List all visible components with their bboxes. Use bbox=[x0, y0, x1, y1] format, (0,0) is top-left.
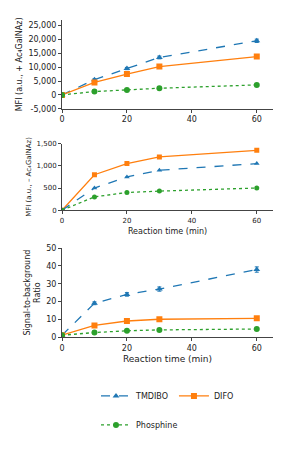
svg-text:40: 40 bbox=[187, 217, 196, 225]
svg-text:0: 0 bbox=[60, 217, 64, 225]
svg-text:1,000: 1,000 bbox=[37, 162, 57, 170]
svg-text:Signal-to-backgroundRatio: Signal-to-backgroundRatio bbox=[23, 250, 42, 336]
svg-text:Reaction time (min): Reaction time (min) bbox=[123, 354, 212, 364]
svg-text:20: 20 bbox=[122, 217, 131, 225]
svg-text:-5,000: -5,000 bbox=[31, 105, 57, 114]
svg-text:10,000: 10,000 bbox=[28, 63, 56, 72]
svg-text:40: 40 bbox=[187, 344, 197, 353]
svg-text:Reaction time (min): Reaction time (min) bbox=[128, 227, 207, 236]
svg-text:0: 0 bbox=[52, 207, 56, 215]
svg-text:1,500: 1,500 bbox=[37, 140, 57, 148]
svg-text:25,000: 25,000 bbox=[28, 21, 56, 30]
svg-text:0: 0 bbox=[59, 115, 64, 124]
svg-text:20: 20 bbox=[122, 115, 132, 124]
svg-text:DIFO: DIFO bbox=[214, 392, 233, 401]
svg-text:MFI (a.u., + Ac₄GalNAz): MFI (a.u., + Ac₄GalNAz) bbox=[15, 17, 24, 111]
svg-text:20: 20 bbox=[46, 297, 56, 306]
svg-text:20,000: 20,000 bbox=[28, 35, 56, 44]
svg-text:15,000: 15,000 bbox=[28, 49, 56, 58]
svg-text:500: 500 bbox=[43, 184, 56, 192]
svg-text:30: 30 bbox=[46, 280, 56, 289]
svg-text:0: 0 bbox=[51, 91, 56, 100]
svg-text:60: 60 bbox=[252, 344, 262, 353]
svg-text:TMDIBO: TMDIBO bbox=[135, 392, 168, 401]
svg-text:0: 0 bbox=[59, 344, 64, 353]
svg-text:20: 20 bbox=[122, 344, 132, 353]
svg-text:50: 50 bbox=[46, 244, 56, 253]
svg-text:10: 10 bbox=[46, 315, 56, 324]
svg-text:0: 0 bbox=[51, 333, 56, 342]
svg-text:40: 40 bbox=[187, 115, 197, 124]
svg-text:60: 60 bbox=[252, 115, 262, 124]
svg-text:60: 60 bbox=[252, 217, 261, 225]
svg-text:Phosphine: Phosphine bbox=[136, 421, 177, 430]
svg-text:40: 40 bbox=[46, 262, 56, 271]
svg-text:MFI (a.u., – Ac₄GalNAz): MFI (a.u., – Ac₄GalNAz) bbox=[25, 137, 33, 217]
svg-text:5,000: 5,000 bbox=[33, 77, 56, 86]
